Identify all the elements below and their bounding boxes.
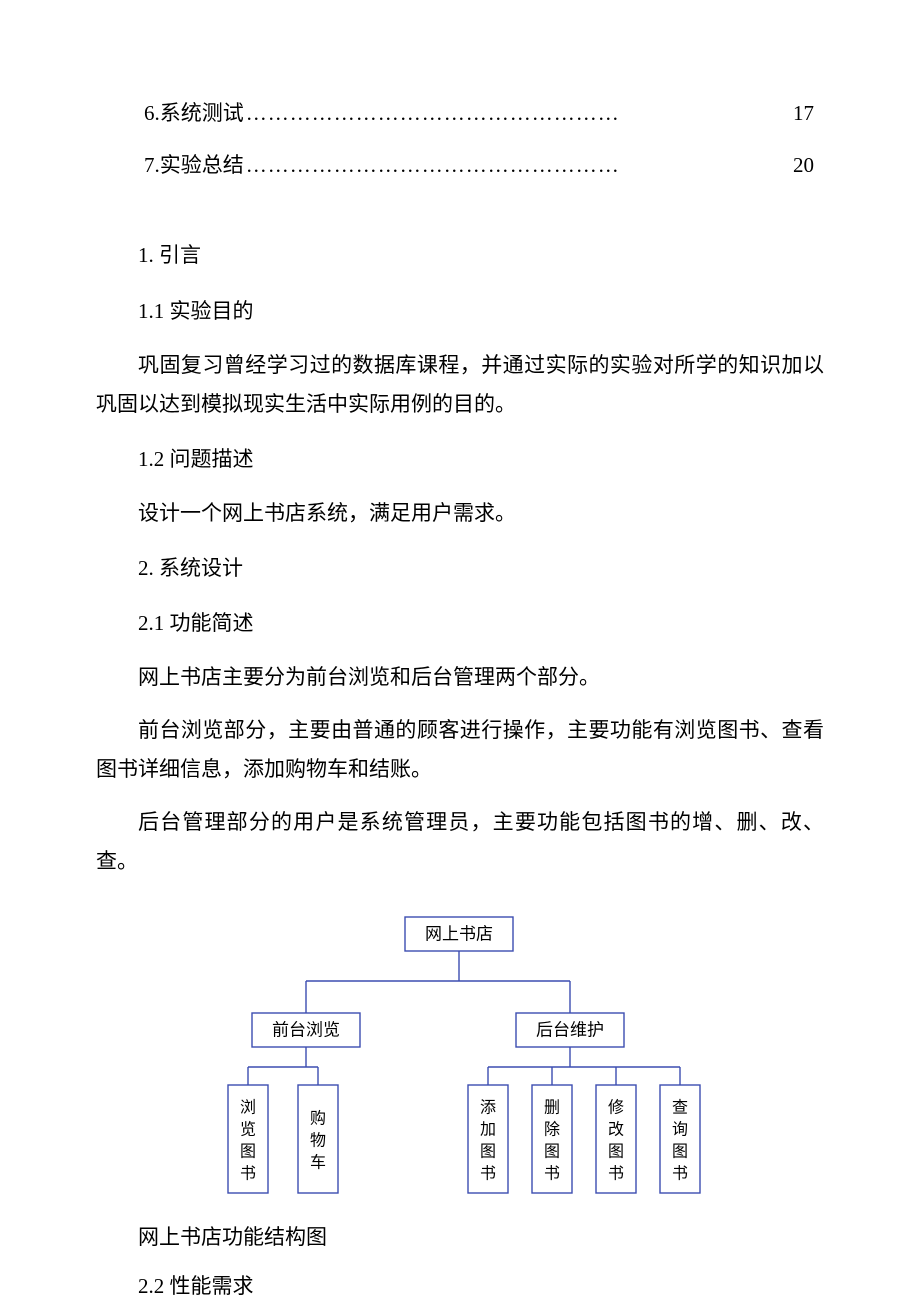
svg-text:前台浏览: 前台浏览 xyxy=(272,1020,340,1039)
heading-2-2: 2.2 性能需求 xyxy=(96,1267,824,1306)
svg-text:图: 图 xyxy=(480,1143,496,1160)
heading-1-1: 1.1 实验目的 xyxy=(96,292,824,332)
toc-dots: …………………………………………… xyxy=(244,142,793,188)
svg-text:浏: 浏 xyxy=(240,1098,256,1116)
flowchart: 网上书店前台浏览后台维护浏览图书购物车添加图书删除图书修改图书查询图书 xyxy=(180,909,740,1199)
svg-text:书: 书 xyxy=(608,1164,624,1182)
svg-text:除: 除 xyxy=(544,1120,560,1138)
svg-text:图: 图 xyxy=(608,1143,624,1160)
svg-text:删: 删 xyxy=(544,1098,560,1116)
svg-text:改: 改 xyxy=(608,1120,624,1138)
svg-text:览: 览 xyxy=(240,1120,256,1138)
heading-1-2: 1.2 问题描述 xyxy=(96,440,824,480)
svg-text:网上书店: 网上书店 xyxy=(425,924,493,943)
svg-text:书: 书 xyxy=(672,1164,688,1182)
svg-text:添: 添 xyxy=(480,1098,496,1116)
flowchart-container: 网上书店前台浏览后台维护浏览图书购物车添加图书删除图书修改图书查询图书 xyxy=(96,909,824,1199)
heading-2: 2. 系统设计 xyxy=(96,549,824,589)
toc-label: 7.实验总结 xyxy=(144,142,244,188)
toc-dots: …………………………………………… xyxy=(244,90,793,136)
svg-text:购: 购 xyxy=(310,1109,326,1127)
toc-page: 20 xyxy=(793,142,824,188)
svg-text:询: 询 xyxy=(672,1120,688,1138)
svg-text:书: 书 xyxy=(544,1164,560,1182)
toc-label: 6.系统测试 xyxy=(144,90,244,136)
heading-1: 1. 引言 xyxy=(96,236,824,276)
paragraph: 巩固复习曾经学习过的数据库课程，并通过实际的实验对所学的知识加以巩固以达到模拟现… xyxy=(96,346,824,424)
figure-caption: 网上书店功能结构图 xyxy=(96,1221,824,1251)
svg-text:查: 查 xyxy=(672,1098,688,1116)
paragraph: 设计一个网上书店系统，满足用户需求。 xyxy=(96,494,824,533)
toc-page: 17 xyxy=(793,90,824,136)
paragraph: 后台管理部分的用户是系统管理员，主要功能包括图书的增、删、改、查。 xyxy=(96,803,824,881)
toc-entry: 6.系统测试 …………………………………………… 17 xyxy=(96,90,824,136)
svg-text:后台维护: 后台维护 xyxy=(536,1020,604,1039)
paragraph: 网上书店主要分为前台浏览和后台管理两个部分。 xyxy=(96,658,824,697)
heading-2-1: 2.1 功能简述 xyxy=(96,604,824,644)
paragraph: 前台浏览部分，主要由普通的顾客进行操作，主要功能有浏览图书、查看图书详细信息，添… xyxy=(96,711,824,789)
toc-entry: 7.实验总结 …………………………………………… 20 xyxy=(96,142,824,188)
svg-text:物: 物 xyxy=(310,1131,326,1149)
svg-text:修: 修 xyxy=(608,1098,624,1116)
svg-text:车: 车 xyxy=(310,1153,326,1171)
svg-text:书: 书 xyxy=(240,1164,256,1182)
svg-text:图: 图 xyxy=(544,1143,560,1160)
svg-text:图: 图 xyxy=(672,1143,688,1160)
svg-text:图: 图 xyxy=(240,1143,256,1160)
svg-text:书: 书 xyxy=(480,1164,496,1182)
svg-text:加: 加 xyxy=(480,1120,496,1138)
